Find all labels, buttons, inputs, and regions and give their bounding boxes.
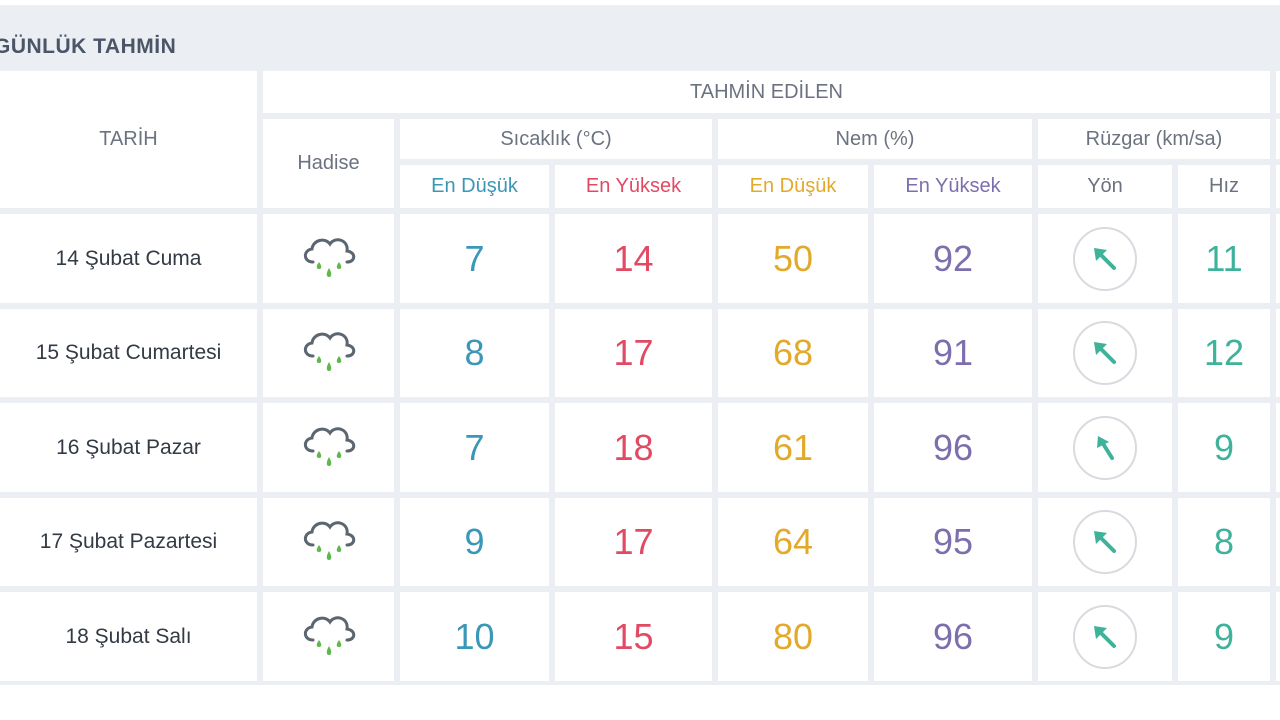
wind-speed-value: 9 bbox=[1178, 592, 1270, 681]
header-temperature: Sıcaklık (°C) bbox=[400, 119, 712, 159]
row-date: 18 Şubat Salı bbox=[0, 592, 257, 681]
forecast-table: TARİH TAHMİN EDİLEN Hadise Sıcaklık (°C)… bbox=[0, 71, 1280, 685]
row-date: 17 Şubat Pazartesi bbox=[0, 498, 257, 586]
hum-min-value: 64 bbox=[718, 498, 868, 586]
rain-cloud-icon bbox=[263, 592, 394, 681]
hum-max-value: 96 bbox=[874, 592, 1032, 681]
rain-cloud-icon bbox=[263, 403, 394, 492]
row-overflow-cell bbox=[1276, 309, 1280, 397]
header-event: Hadise bbox=[263, 119, 394, 208]
temp-min-value: 7 bbox=[400, 214, 549, 303]
row-date: 16 Şubat Pazar bbox=[0, 403, 257, 492]
wind-direction-cell bbox=[1038, 309, 1172, 397]
wind-direction-cell bbox=[1038, 498, 1172, 586]
rain-cloud-icon bbox=[263, 214, 394, 303]
row-date: 14 Şubat Cuma bbox=[0, 214, 257, 303]
row-overflow-cell bbox=[1276, 498, 1280, 586]
wind-speed-value: 9 bbox=[1178, 403, 1270, 492]
hum-min-value: 61 bbox=[718, 403, 868, 492]
row-date: 15 Şubat Cumartesi bbox=[0, 309, 257, 397]
temp-max-value: 15 bbox=[555, 592, 712, 681]
hum-min-value: 80 bbox=[718, 592, 868, 681]
hum-max-value: 92 bbox=[874, 214, 1032, 303]
wind-arrow-northwest-icon bbox=[1073, 415, 1137, 480]
header-hum-min: En Düşük bbox=[718, 165, 868, 208]
hum-min-value: 50 bbox=[718, 214, 868, 303]
wind-arrow-northwest-icon bbox=[1073, 604, 1137, 669]
header-temp-min: En Düşük bbox=[400, 165, 549, 208]
header-overflow-cell bbox=[1276, 71, 1280, 113]
wind-arrow-northwest-icon bbox=[1073, 510, 1137, 574]
temp-min-value: 9 bbox=[400, 498, 549, 586]
header-wind-speed: Hız bbox=[1178, 165, 1270, 208]
wind-speed-value: 8 bbox=[1178, 498, 1270, 586]
row-overflow-cell bbox=[1276, 592, 1280, 681]
header-overflow-cell bbox=[1276, 165, 1280, 208]
header-temp-max: En Yüksek bbox=[555, 165, 712, 208]
header-wind: Rüzgar (km/sa) bbox=[1038, 119, 1270, 159]
header-wind-direction: Yön bbox=[1038, 165, 1172, 208]
wind-speed-value: 12 bbox=[1178, 309, 1270, 397]
wind-speed-value: 11 bbox=[1178, 214, 1270, 303]
wind-direction-cell bbox=[1038, 403, 1172, 492]
header-hum-max: En Yüksek bbox=[874, 165, 1032, 208]
section-header: GÜNLÜK TAHMİN bbox=[0, 5, 1280, 71]
row-overflow-cell bbox=[1276, 403, 1280, 492]
hum-max-value: 95 bbox=[874, 498, 1032, 586]
temp-min-value: 7 bbox=[400, 403, 549, 492]
rain-cloud-icon bbox=[263, 498, 394, 586]
header-humidity: Nem (%) bbox=[718, 119, 1032, 159]
temp-min-value: 10 bbox=[400, 592, 549, 681]
header-forecast-group: TAHMİN EDİLEN bbox=[263, 71, 1270, 113]
temp-max-value: 17 bbox=[555, 309, 712, 397]
row-overflow-cell bbox=[1276, 214, 1280, 303]
wind-arrow-northwest-icon bbox=[1073, 321, 1137, 385]
hum-max-value: 91 bbox=[874, 309, 1032, 397]
wind-direction-cell bbox=[1038, 214, 1172, 303]
temp-max-value: 17 bbox=[555, 498, 712, 586]
header-overflow-cell bbox=[1276, 119, 1280, 159]
rain-cloud-icon bbox=[263, 309, 394, 397]
temp-max-value: 18 bbox=[555, 403, 712, 492]
temp-min-value: 8 bbox=[400, 309, 549, 397]
wind-direction-cell bbox=[1038, 592, 1172, 681]
hum-min-value: 68 bbox=[718, 309, 868, 397]
wind-arrow-northwest-icon bbox=[1073, 226, 1137, 291]
hum-max-value: 96 bbox=[874, 403, 1032, 492]
temp-max-value: 14 bbox=[555, 214, 712, 303]
header-date: TARİH bbox=[0, 71, 257, 208]
section-title: GÜNLÜK TAHMİN bbox=[0, 35, 177, 58]
